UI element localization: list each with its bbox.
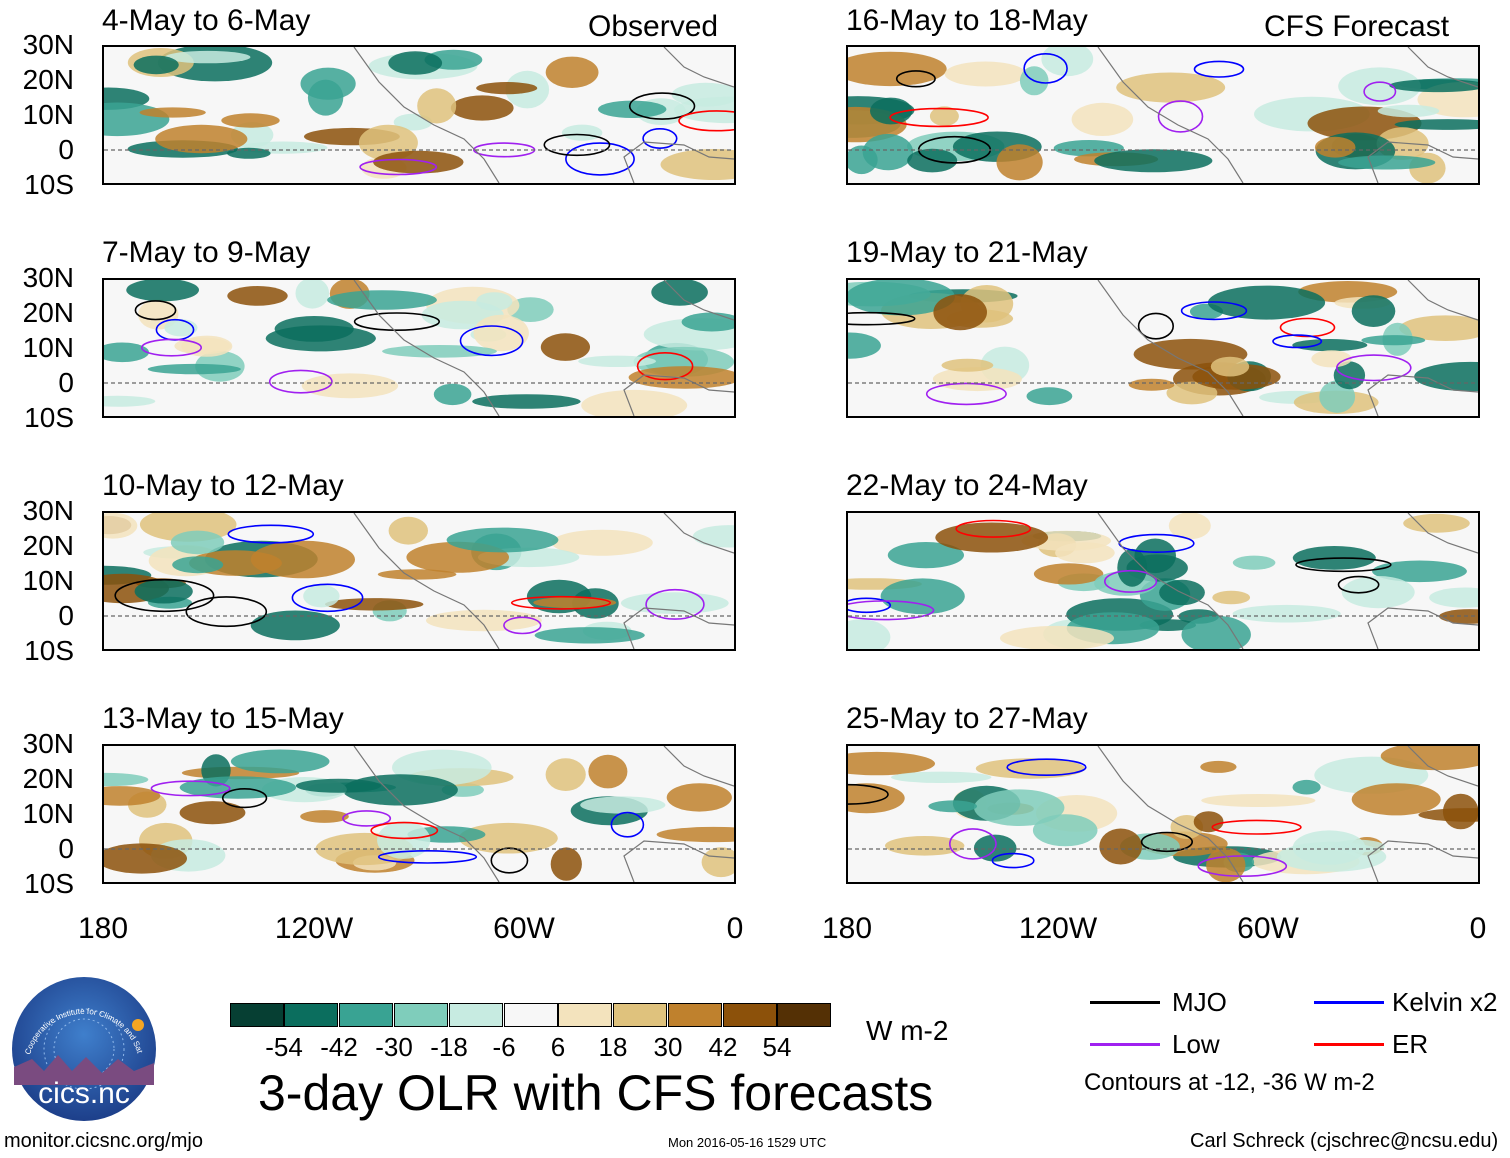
colorbar-tick: -30 bbox=[375, 1032, 413, 1062]
panel-title-right-1: 16-May to 18-May bbox=[846, 4, 1088, 37]
colorbar-swatch bbox=[777, 1003, 831, 1027]
lon-label-180-left: 180 bbox=[77, 912, 129, 945]
colorbar-tick: 54 bbox=[762, 1032, 792, 1062]
colorbar-swatch bbox=[558, 1003, 612, 1027]
panel-title-right-2: 19-May to 21-May bbox=[846, 236, 1088, 269]
lon-label-0-right: 0 bbox=[1469, 912, 1487, 945]
colorbar-tick: -42 bbox=[320, 1032, 358, 1062]
colorbar-tick: -18 bbox=[430, 1032, 468, 1062]
lat-label-20n: 20N bbox=[22, 297, 74, 328]
lat-label-eq: 0 bbox=[58, 134, 74, 165]
logo-text: cics.nc bbox=[38, 1077, 130, 1110]
observed-label: Observed bbox=[588, 10, 719, 43]
footer-author: Carl Schreck (cjschrec@ncsu.edu) bbox=[1190, 1130, 1499, 1152]
lat-label-10n: 10N bbox=[22, 332, 74, 363]
map-panel-right-4 bbox=[846, 744, 1480, 884]
lat-label-eq: 0 bbox=[58, 367, 74, 398]
lat-label-30n: 30N bbox=[22, 728, 74, 759]
panel-title-right-4: 25-May to 27-May bbox=[846, 702, 1088, 735]
panel-title-left-1: 4-May to 6-May bbox=[102, 4, 311, 37]
lat-label-10n: 10N bbox=[22, 798, 74, 829]
lat-label-eq: 0 bbox=[58, 833, 74, 864]
lat-label-20n: 20N bbox=[22, 64, 74, 95]
colorbar-swatch bbox=[723, 1003, 777, 1027]
colorbar-swatch bbox=[668, 1003, 722, 1027]
colorbar-swatch bbox=[284, 1003, 338, 1027]
colorbar-units: W m-2 bbox=[866, 1015, 949, 1046]
cics-logo: Cooperative Institute for Climate and Sa… bbox=[8, 968, 158, 1123]
cfs-forecast-label: CFS Forecast bbox=[1264, 10, 1450, 43]
footer-url: monitor.cicsnc.org/mjo bbox=[4, 1130, 203, 1152]
colorbar-swatch bbox=[394, 1003, 448, 1027]
lat-label-30n: 30N bbox=[22, 262, 74, 293]
panel-title-left-2: 7-May to 9-May bbox=[102, 236, 311, 269]
lon-label-0-left: 0 bbox=[726, 912, 744, 945]
legend-note: Contours at -12, -36 W m-2 bbox=[1084, 1069, 1375, 1096]
panel-title-right-3: 22-May to 24-May bbox=[846, 469, 1088, 502]
colorbar-tick: -6 bbox=[492, 1032, 516, 1062]
main-title: 3-day OLR with CFS forecasts bbox=[258, 1065, 934, 1121]
map-panel-right-1 bbox=[846, 45, 1480, 185]
lon-label-60w-right: 60W bbox=[1237, 912, 1299, 945]
colorbar-swatch bbox=[230, 1003, 284, 1027]
lat-label-10s: 10S bbox=[24, 868, 74, 899]
legend-swatch-low bbox=[1090, 1043, 1160, 1046]
map-panel-left-4 bbox=[102, 744, 736, 884]
lat-label-10s: 10S bbox=[24, 635, 74, 666]
colorbar-tick: 42 bbox=[708, 1032, 738, 1062]
lat-label-10s: 10S bbox=[24, 402, 74, 433]
map-panel-left-2 bbox=[102, 278, 736, 418]
colorbar-swatch bbox=[449, 1003, 503, 1027]
colorbar-swatch bbox=[504, 1003, 558, 1027]
colorbar-tick: -54 bbox=[265, 1032, 303, 1062]
colorbar-tick: 30 bbox=[653, 1032, 683, 1062]
map-panel-right-3 bbox=[846, 511, 1480, 651]
lat-label-20n: 20N bbox=[22, 763, 74, 794]
map-panel-left-1 bbox=[102, 45, 736, 185]
lat-label-10s: 10S bbox=[24, 169, 74, 200]
lat-label-eq: 0 bbox=[58, 600, 74, 631]
lat-label-10n: 10N bbox=[22, 99, 74, 130]
colorbar-swatch bbox=[339, 1003, 393, 1027]
legend-swatch-mjo bbox=[1090, 1001, 1160, 1004]
panel-title-left-3: 10-May to 12-May bbox=[102, 469, 344, 502]
map-panel-left-3 bbox=[102, 511, 736, 651]
lat-label-20n: 20N bbox=[22, 530, 74, 561]
lon-label-120w-left: 120W bbox=[274, 912, 354, 945]
lon-label-120w-right: 120W bbox=[1018, 912, 1098, 945]
legend-swatch-er bbox=[1314, 1043, 1384, 1046]
legend-label-mjo: MJO bbox=[1172, 987, 1227, 1017]
legend-label-low: Low bbox=[1172, 1029, 1220, 1059]
footer-timestamp: Mon 2016-05-16 1529 UTC bbox=[668, 1135, 827, 1150]
map-panel-right-2 bbox=[846, 278, 1480, 418]
legend-label-kelvin: Kelvin x2 bbox=[1392, 987, 1498, 1017]
lon-label-180-right: 180 bbox=[821, 912, 873, 945]
colorbar-tick: 6 bbox=[550, 1032, 566, 1062]
colorbar-swatch bbox=[613, 1003, 667, 1027]
colorbar-tick: 18 bbox=[598, 1032, 628, 1062]
legend-swatch-kelvin bbox=[1314, 1001, 1384, 1004]
legend-label-er: ER bbox=[1392, 1029, 1429, 1059]
lat-label-10n: 10N bbox=[22, 565, 74, 596]
lat-label-30n: 30N bbox=[22, 495, 74, 526]
panel-title-left-4: 13-May to 15-May bbox=[102, 702, 344, 735]
lat-label-30n: 30N bbox=[22, 29, 74, 60]
lon-label-60w-left: 60W bbox=[493, 912, 555, 945]
